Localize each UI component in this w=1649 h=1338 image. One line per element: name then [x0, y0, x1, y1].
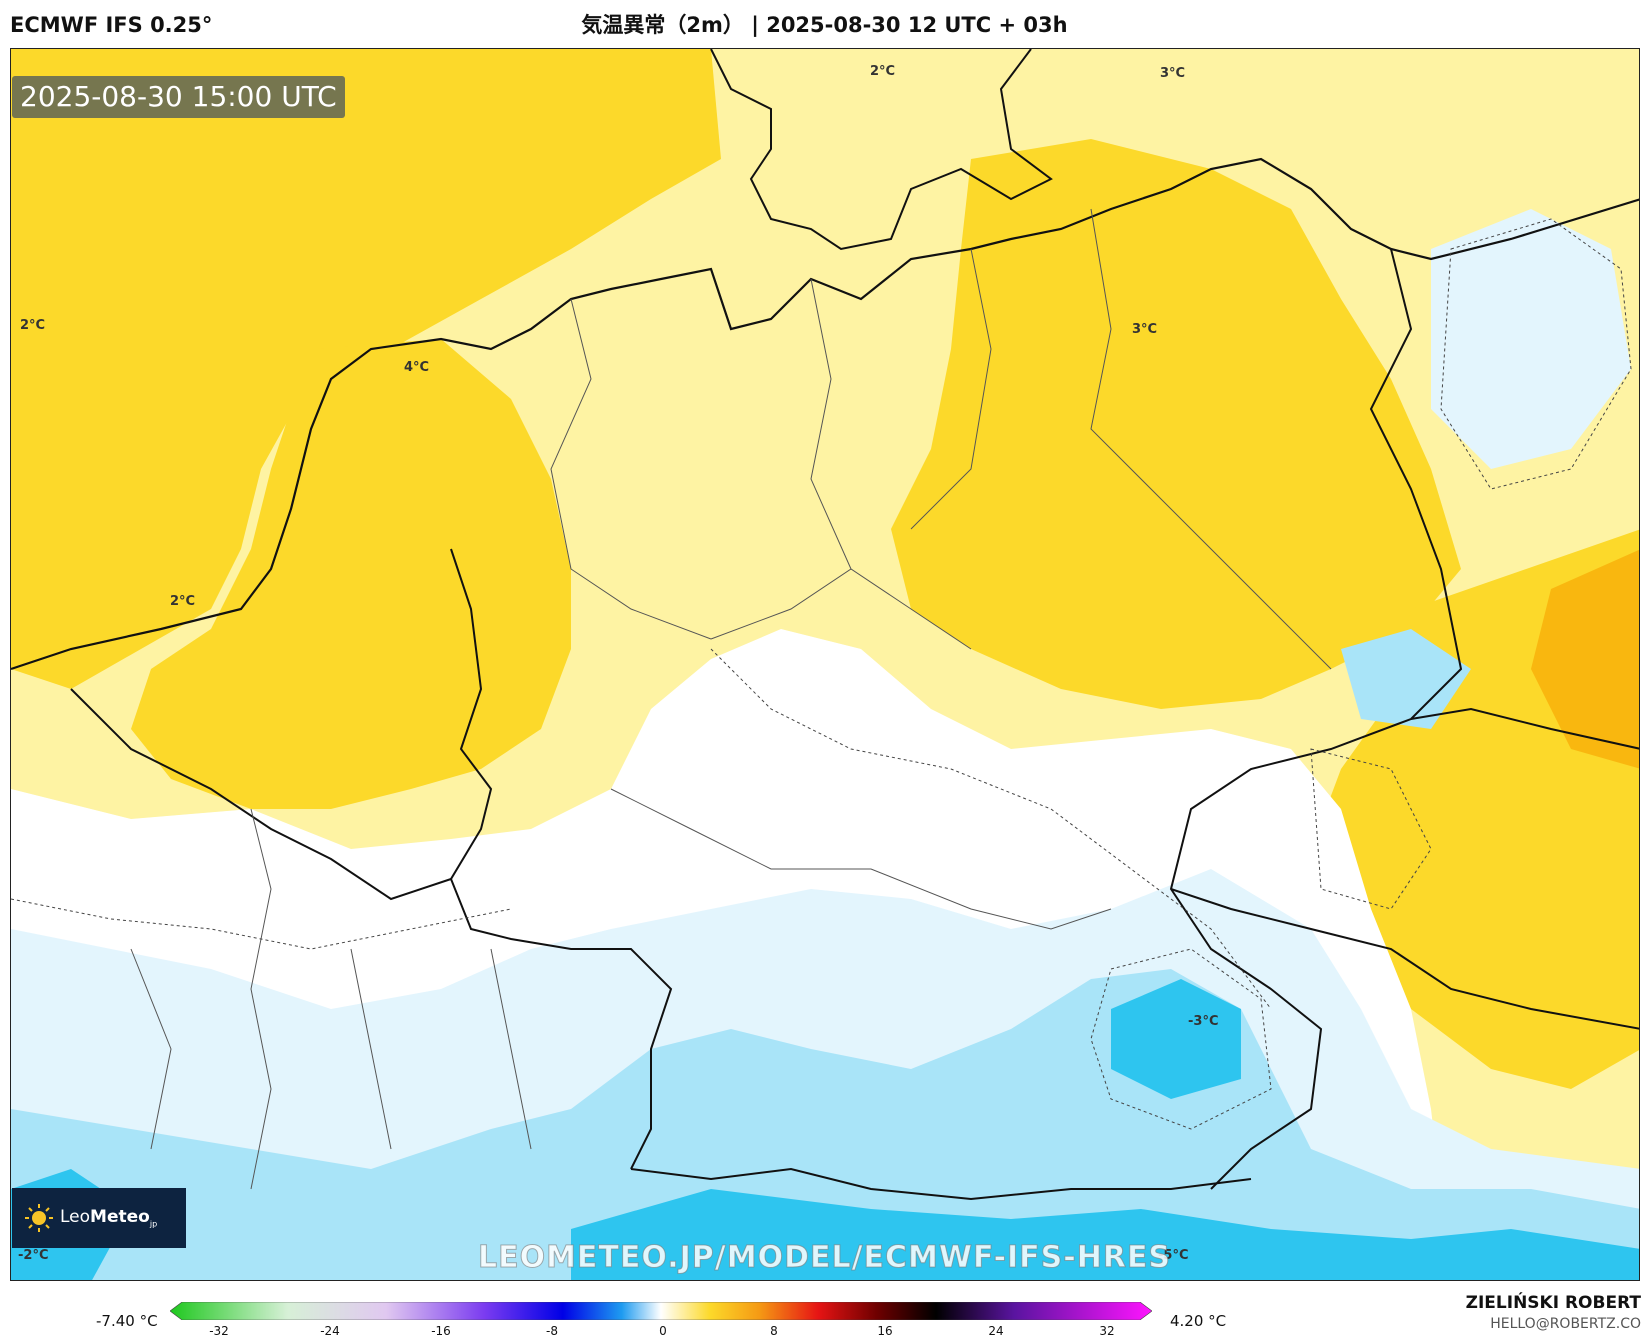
colorbar-min-label: -7.40 °C: [96, 1312, 158, 1330]
cool-strong-alps: [1111, 979, 1241, 1099]
colorbar-tick: -16: [431, 1324, 451, 1338]
leometeo-logo[interactable]: LeoMeteojp: [12, 1188, 186, 1248]
author-email[interactable]: HELLO@ROBERTZ.CO: [1490, 1316, 1641, 1332]
contour-label: 2°C: [20, 318, 46, 333]
author-name: ZIELIŃSKI ROBERT: [1465, 1293, 1641, 1313]
border-germany-east: [1169, 248, 1463, 1190]
contour-label: 4°C: [404, 360, 430, 375]
temperature-anomaly-map[interactable]: [10, 48, 1640, 1281]
warm-area-west: [11, 49, 721, 689]
contour-label: -5°C: [1158, 1248, 1189, 1263]
warm-strong-east: [1531, 549, 1639, 769]
colorbar-tick: 8: [770, 1324, 778, 1338]
cool-strong-southern-edge: [571, 1189, 1639, 1280]
coastline-north-sea: [11, 157, 1639, 671]
border-poland-south: [1410, 707, 1639, 750]
watermark-url: LEOMETEO.JP/MODEL/ECMWF-IFS-HRES: [477, 1240, 1172, 1276]
model-name: ECMWF IFS 0.25°: [10, 13, 213, 37]
colorbar-tick: -8: [546, 1324, 558, 1338]
contour-label: 3°C: [1132, 322, 1158, 337]
contour-label: -2°C: [18, 1248, 49, 1263]
logo-text: LeoMeteojp: [60, 1207, 158, 1229]
cool-area-east-pocket-2: [1341, 629, 1471, 729]
regional-borders: [130, 208, 1332, 1190]
colorbar-tick: 32: [1099, 1324, 1115, 1338]
colorbar-tick: 24: [988, 1324, 1004, 1338]
anomaly-contours: [11, 218, 1632, 1130]
colorbar-tick: -24: [320, 1324, 340, 1338]
colorbar: [170, 1302, 1152, 1320]
sun-icon: [24, 1203, 54, 1233]
border-france-belgium: [70, 688, 452, 901]
contour-label: 2°C: [870, 64, 896, 79]
map-title: 気温異常（2m） | 2025-08-30 12 UTC + 03h: [581, 13, 1068, 37]
valid-time-stamp: 2025-08-30 15:00 UTC: [12, 76, 345, 118]
coastline-denmark: [710, 49, 1053, 251]
colorbar-tick: 16: [877, 1324, 893, 1338]
colorbar-max-label: 4.20 °C: [1170, 1312, 1227, 1330]
contour-label: 2°C: [170, 594, 196, 609]
cool-area-east-pocket: [1431, 209, 1631, 469]
contour-label: 3°C: [1160, 66, 1186, 81]
border-alps: [630, 1167, 1252, 1201]
warm-area-northeast: [891, 139, 1461, 709]
contour-label: -3°C: [1188, 1014, 1219, 1029]
warm-area-benelux: [131, 339, 571, 809]
colorbar-tick: 0: [659, 1324, 667, 1338]
border-germany-west: [449, 548, 673, 1170]
map-canvas: [11, 49, 1639, 1280]
colorbar-tick: -32: [209, 1324, 229, 1338]
border-czechia-south: [1170, 888, 1639, 1030]
